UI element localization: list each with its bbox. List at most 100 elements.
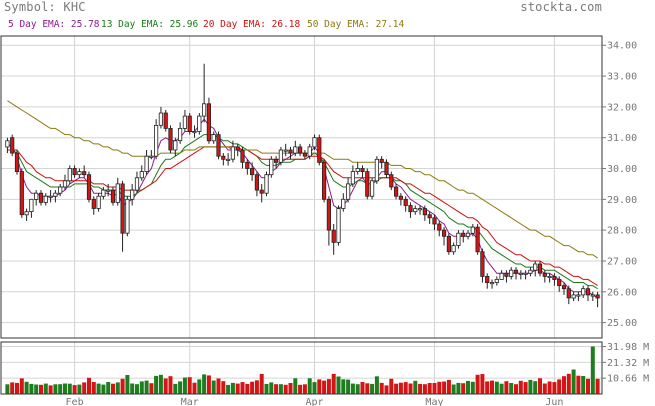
volume-bar (509, 383, 514, 394)
volume-bar (48, 385, 53, 394)
candle-body (509, 269, 514, 277)
candle-body (82, 171, 87, 176)
candle-body (547, 275, 552, 278)
volume-bar (254, 380, 259, 394)
x-tick-label: Jun (545, 397, 563, 406)
volume-bar (557, 379, 562, 394)
candle-body (249, 168, 255, 176)
volume-bar (264, 383, 269, 394)
candle-body (101, 189, 106, 197)
candle-body (321, 161, 327, 200)
candle-body (24, 211, 29, 216)
chart-frames (0, 35, 603, 395)
candle-body (10, 137, 15, 154)
candle-body (14, 152, 20, 173)
x-tick-label: Apr (305, 397, 323, 406)
volume-bar (72, 385, 77, 394)
volume-bar (106, 382, 111, 394)
candle-body (264, 174, 269, 194)
volume-bar (456, 382, 461, 394)
volume-bar (485, 381, 490, 394)
candle-body (139, 171, 144, 179)
volume-bar (120, 378, 125, 394)
volume-bar (422, 384, 427, 394)
candle-body (125, 198, 130, 234)
candle-body (576, 294, 581, 297)
volume-bar (470, 381, 475, 394)
legend-ema20: 20 Day EMA: 26.18 (203, 19, 301, 30)
candle-body (34, 192, 39, 200)
date-axis: Feb Mar Apr May Jun (66, 397, 564, 406)
volume-bar (379, 382, 384, 394)
volume-bar (408, 383, 413, 394)
candle-body (360, 168, 365, 172)
volume-bar (398, 382, 403, 394)
volume-bar (562, 376, 566, 394)
candle-body (581, 288, 586, 296)
volume-tick-label: 31.98 M (607, 342, 649, 353)
candle-body (523, 272, 528, 275)
volume-bar (269, 382, 274, 394)
volume-bar (374, 376, 379, 394)
volume-bar (533, 381, 538, 394)
candle-body (86, 174, 92, 200)
candle-body (293, 146, 298, 154)
volume-bar (475, 374, 480, 394)
volume-bar (115, 382, 120, 394)
candle-body (374, 158, 380, 182)
volume-bar (542, 383, 547, 394)
candle-body (365, 171, 370, 197)
volume-bar (58, 384, 63, 394)
candle-body (77, 171, 82, 176)
volume-bar (494, 381, 499, 394)
volume-bar (259, 373, 264, 394)
candle-body (369, 180, 375, 197)
volume-bar (245, 383, 250, 394)
legend-ema5: 5 Day EMA: 25.78 (8, 19, 100, 30)
volume-bar (528, 379, 533, 394)
volume-bar (135, 384, 139, 394)
candle-body (384, 161, 389, 176)
candle-body (38, 192, 44, 203)
candle-body (197, 115, 202, 132)
candle-body (489, 282, 495, 285)
volume-bar (178, 381, 183, 394)
volume-axis: 31.98 M 21.32 M 10.66 M (602, 342, 649, 385)
candle-body (341, 198, 346, 209)
volume-bars (5, 346, 600, 394)
volume-bar (590, 346, 595, 394)
candle-body (355, 168, 360, 172)
candle-body (177, 127, 183, 142)
candle-body (192, 131, 197, 134)
candle-body (350, 171, 356, 185)
volume-bar (10, 382, 15, 394)
candle-body (230, 146, 235, 160)
candle-body (163, 112, 168, 129)
candle-body (561, 285, 567, 290)
candle-body (110, 189, 116, 203)
volume-bar (226, 384, 231, 394)
candle-body (302, 152, 308, 157)
volume-bar (63, 383, 67, 394)
volume-bar (360, 382, 365, 394)
ema-line (7, 134, 598, 290)
volume-bar (571, 369, 576, 394)
candle-body (480, 251, 485, 277)
candle-body (43, 195, 48, 203)
volume-bar (403, 382, 408, 394)
candle-body (235, 146, 240, 151)
x-tick-label: Feb (66, 397, 84, 406)
candle-body (504, 272, 509, 277)
candle-body (499, 272, 504, 280)
candle-body (595, 294, 600, 299)
candle-body (120, 183, 125, 234)
candle-body (312, 137, 317, 148)
volume-bar (15, 382, 19, 394)
candle-body (513, 269, 519, 274)
volume-bar (552, 382, 557, 394)
candle-body (96, 195, 101, 209)
candle-body (336, 208, 341, 243)
volume-bar (149, 383, 154, 394)
volume-bar (5, 384, 10, 394)
